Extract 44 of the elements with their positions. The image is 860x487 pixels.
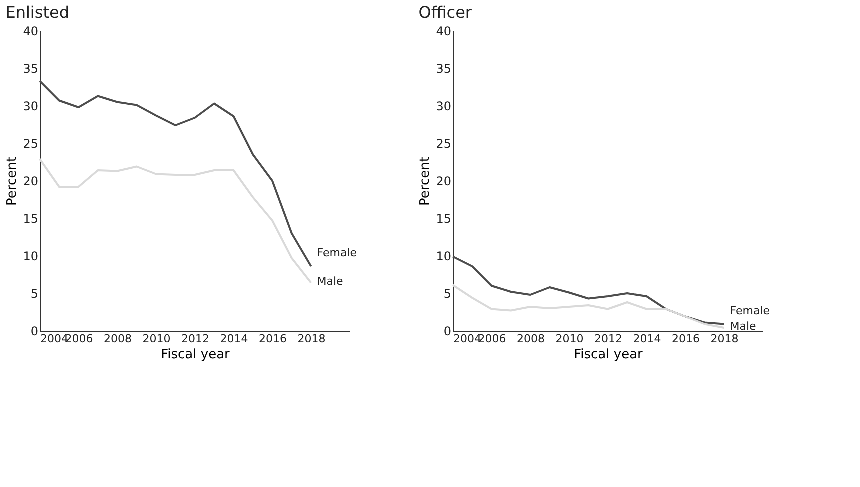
x-tick-label: 2010 [142,332,171,346]
series-label: Female [730,304,770,318]
line-series [452,256,726,326]
series-label: Female [317,246,358,260]
y-tick-label: 25 [23,137,38,151]
y-tick-label: 35 [23,62,38,76]
y-axis-title: Percent [5,157,20,206]
y-axis-title: Percent [418,157,434,206]
x-tick-label: 2018 [298,332,326,346]
x-tick-label: 2008 [517,332,545,346]
y-tick-label: 35 [436,62,452,76]
x-tick-label: 2012 [182,332,210,346]
x-axis-title: Fiscal year [574,348,644,362]
chart-title: Enlisted [6,3,70,22]
line-series [39,158,312,284]
y-tick-label: 30 [23,100,38,114]
y-tick-label: 10 [23,250,38,264]
x-tick-label: 2012 [594,332,622,346]
y-tick-label: 5 [444,287,452,301]
x-tick-label: 2018 [710,332,739,346]
x-tick-label: 2014 [220,332,248,346]
y-tick-label: 0 [30,324,38,338]
y-tick-label: 20 [23,174,38,188]
x-tick-label: 2014 [633,332,662,346]
y-tick-label: 10 [436,250,452,264]
x-tick-label: 2016 [259,332,287,346]
y-tick-label: 0 [444,324,452,338]
y-tick-label: 40 [436,24,452,38]
series-label: Male [317,275,344,288]
line-series [39,80,312,268]
line-series [452,284,726,329]
y-tick-label: 5 [30,287,38,301]
x-axis-title: Fiscal year [161,348,231,362]
x-tick-label: 2008 [104,332,132,346]
y-tick-label: 25 [436,137,452,151]
x-tick-label: 2010 [556,332,584,346]
x-tick-label: 2016 [672,332,700,346]
y-tick-label: 40 [23,24,38,38]
y-tick-label: 15 [436,212,452,226]
y-tick-label: 15 [23,212,38,226]
y-tick-label: 30 [436,100,452,114]
y-tick-label: 20 [436,174,452,188]
series-label: Male [730,320,757,333]
chart-title: Officer [418,3,472,22]
